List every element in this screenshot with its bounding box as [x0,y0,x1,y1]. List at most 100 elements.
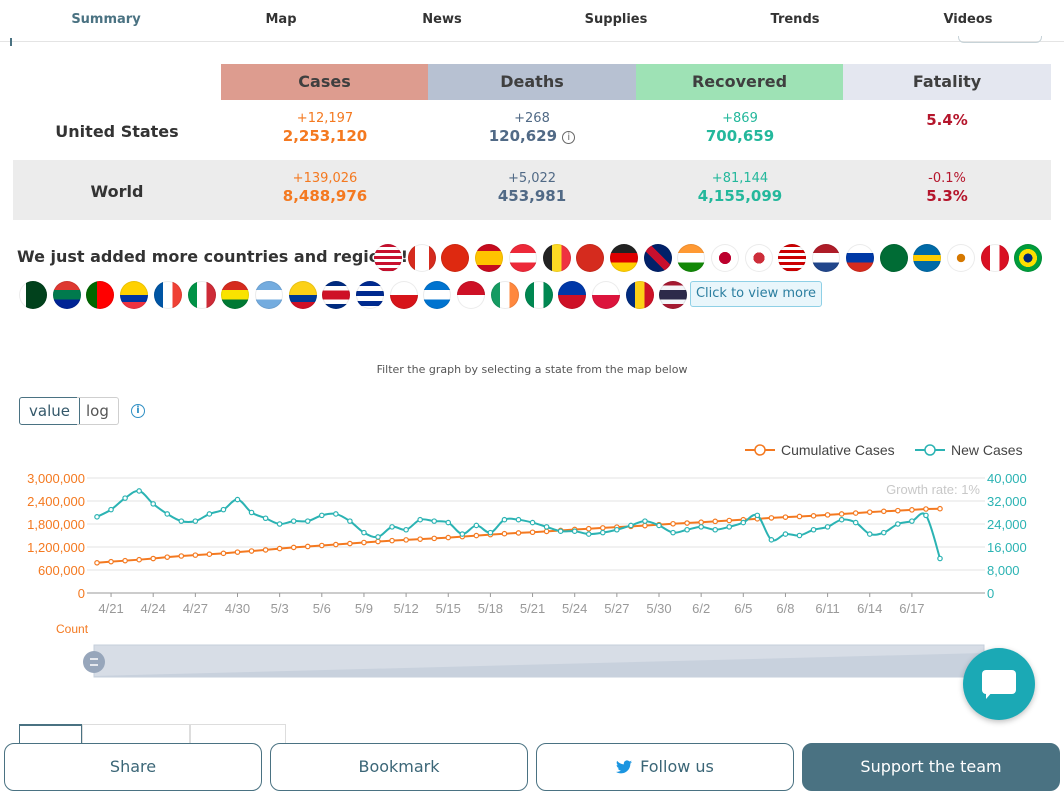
x-tick-label: 5/30 [646,601,671,616]
lower-tab-stub[interactable] [82,724,190,746]
data-point [796,513,803,520]
flag-it-icon[interactable] [187,281,216,309]
flag-pt-icon[interactable] [86,281,115,309]
data-point [136,556,142,563]
flag-ro-icon[interactable] [625,281,654,309]
lower-tab-stub[interactable] [19,724,82,746]
legend-label: New Cases [951,442,1023,458]
data-point [445,534,452,541]
support-button[interactable]: Support the team [802,743,1060,791]
data-point [670,520,676,527]
x-tick-label: 4/27 [183,601,208,616]
data-point [852,519,859,526]
tab-videos[interactable]: Videos [943,12,993,27]
flag-cr-icon[interactable] [322,281,351,309]
flag-es-icon[interactable] [475,244,504,272]
flag-hn-icon[interactable] [423,281,452,309]
share-button[interactable]: Share [4,743,262,791]
chat-button[interactable] [963,648,1035,720]
data-point [473,532,480,539]
x-tick-label: 5/15 [436,601,461,616]
data-point [684,520,690,526]
flag-kr-icon[interactable] [744,244,773,272]
x-tick-label: 5/3 [271,601,289,616]
data-point [698,524,704,530]
header-fatality: Fatality [843,64,1051,100]
flag-at-icon[interactable] [508,244,537,272]
data-point [178,553,185,559]
trend-chart: 0 0 600,000 8,000 1,200,000 16,000 1,800,000 24… [27,442,1027,678]
data-point [614,526,620,533]
recovered-delta: +869 [722,111,758,126]
flag-ec-icon[interactable] [120,281,149,309]
flag-bo-icon[interactable] [221,281,250,309]
data-point [333,511,339,517]
data-point [768,515,775,521]
tab-summary[interactable]: Summary [71,12,141,27]
flag-id-icon[interactable] [457,281,486,309]
flag-fr-icon[interactable] [153,281,182,309]
legend-marker [924,444,936,456]
data-point [712,526,719,533]
tab-news[interactable]: News [422,12,462,27]
flag-th-icon[interactable] [659,281,688,309]
flag-be-icon[interactable] [542,244,571,272]
flag-nl-icon[interactable] [812,244,841,272]
data-point [361,529,367,536]
flag-sa-icon[interactable] [879,244,908,272]
deaths-delta: +268 [514,111,550,126]
data-point [895,507,901,514]
data-point [164,554,171,560]
view-more-button[interactable]: Click to view more [690,281,822,307]
lower-tab-stub[interactable] [190,724,286,746]
flag-ru-icon[interactable] [845,244,874,272]
flag-ar-icon[interactable] [254,281,283,309]
flag-pk-icon[interactable] [19,281,47,309]
data-point [599,525,606,531]
flag-gb-icon[interactable] [643,244,672,272]
cases-delta: +12,197 [296,111,354,126]
data-point [333,541,339,548]
header-cases: Cases [221,64,428,100]
data-point [192,552,199,558]
flag-cz-icon[interactable] [389,281,418,309]
flag-cn-icon[interactable] [441,244,470,272]
tab-map[interactable]: Map [265,12,297,27]
flag-de-icon[interactable] [609,244,638,272]
tab-trends[interactable]: Trends [770,12,820,27]
flag-se-icon[interactable] [913,244,942,272]
flag-my-icon[interactable] [778,244,807,272]
flag-za-icon[interactable] [52,281,81,309]
flag-cy-icon[interactable] [946,244,975,272]
flag-us-icon[interactable] [374,244,402,272]
row-world: World +139,026 8,488,976 +5,022 453,981 … [13,160,1051,220]
flag-ch-icon[interactable] [576,244,605,272]
value-toggle[interactable]: value [19,397,80,425]
flag-in-icon[interactable] [677,244,706,272]
data-point [234,496,241,503]
flag-ca-icon[interactable] [407,244,436,272]
x-tick-label: 6/14 [857,601,882,616]
header-deaths: Deaths [428,64,636,100]
follow-button[interactable]: Follow us [536,743,794,791]
flag-pl-icon[interactable] [591,281,620,309]
bookmark-button[interactable]: Bookmark [270,743,528,791]
x-tick-label: 5/27 [604,601,629,616]
data-point [122,557,128,564]
flag-ng-icon[interactable] [524,281,553,309]
info-icon[interactable]: i [562,131,576,144]
data-point [515,516,522,523]
flag-cu-icon[interactable] [356,281,384,309]
tab-supplies[interactable]: Supplies [584,12,648,27]
log-toggle[interactable]: log [77,397,119,425]
flag-co-icon[interactable] [288,281,317,309]
flag-br-icon[interactable] [1014,244,1043,272]
y-tick-left-label: 1,800,000 [27,517,85,532]
flag-jp-icon[interactable] [711,244,739,272]
flag-ie-icon[interactable] [490,281,519,309]
info-icon[interactable]: i [131,404,145,418]
x-tick-label: 6/11 [815,601,839,616]
flag-ph-icon[interactable] [558,281,587,309]
flag-pe-icon[interactable] [980,244,1009,272]
data-point [94,559,100,566]
